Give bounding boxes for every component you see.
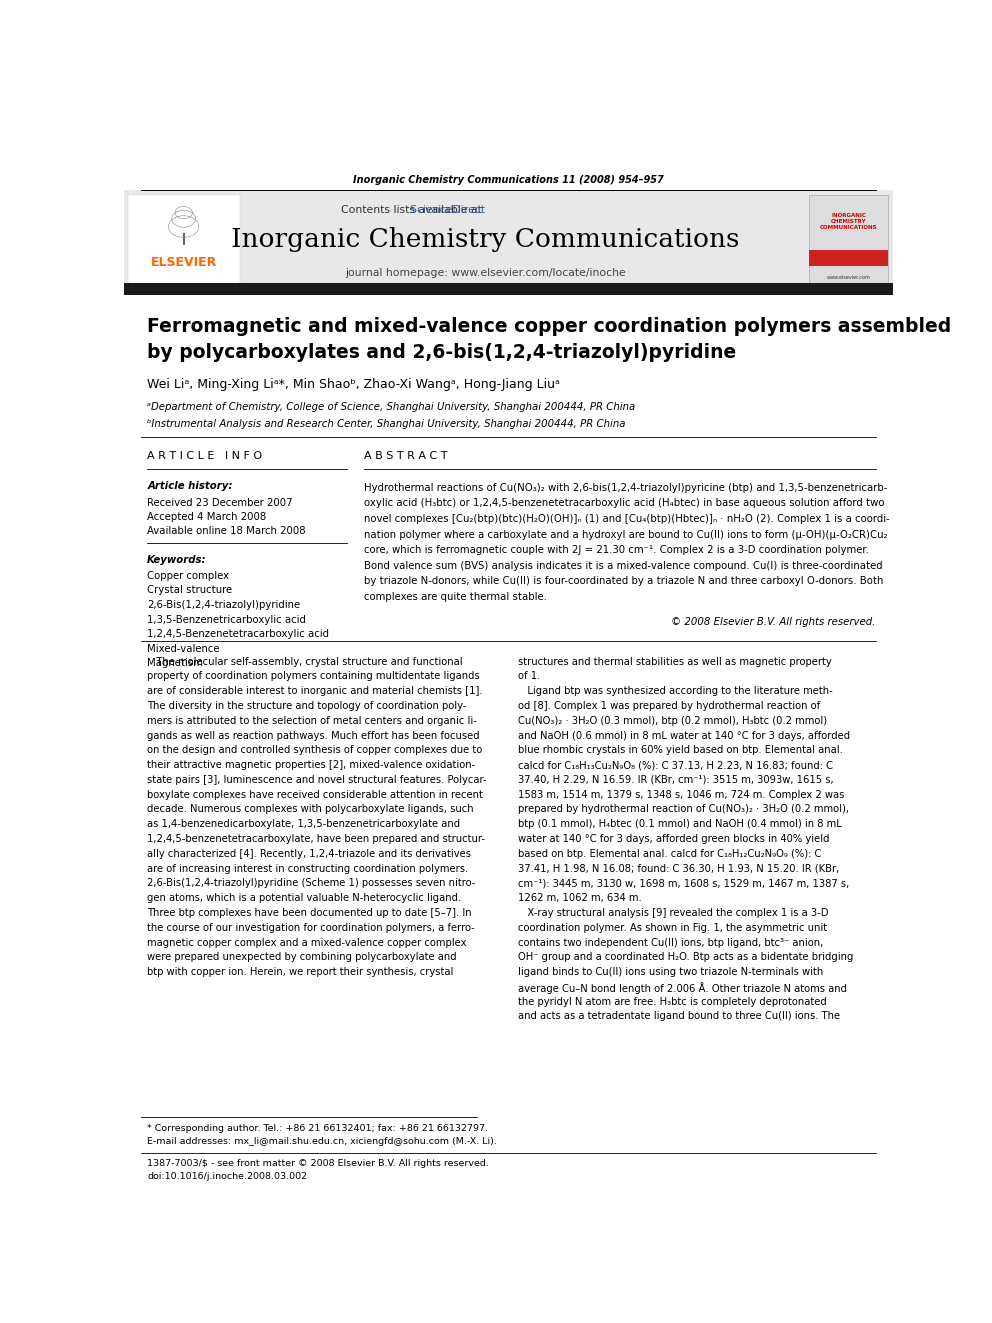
Text: complexes are quite thermal stable.: complexes are quite thermal stable. xyxy=(364,591,548,602)
Text: The diversity in the structure and topology of coordination poly-: The diversity in the structure and topol… xyxy=(147,701,467,710)
Text: coordination polymer. As shown in Fig. 1, the asymmetric unit: coordination polymer. As shown in Fig. 1… xyxy=(518,922,826,933)
Text: and acts as a tetradentate ligand bound to three Cu(II) ions. The: and acts as a tetradentate ligand bound … xyxy=(518,1012,840,1021)
Text: A B S T R A C T: A B S T R A C T xyxy=(364,451,447,460)
Text: Three btp complexes have been documented up to date [5–7]. In: Three btp complexes have been documented… xyxy=(147,908,472,918)
Text: mers is attributed to the selection of metal centers and organic li-: mers is attributed to the selection of m… xyxy=(147,716,477,726)
Text: nation polymer where a carboxylate and a hydroxyl are bound to Cu(II) ions to fo: nation polymer where a carboxylate and a… xyxy=(364,529,888,540)
Text: by triazole N-donors, while Cu(II) is four-coordinated by a triazole N and three: by triazole N-donors, while Cu(II) is fo… xyxy=(364,577,884,586)
FancyBboxPatch shape xyxy=(124,283,893,295)
Text: by polycarboxylates and 2,6-bis(1,2,4-triazolyl)pyridine: by polycarboxylates and 2,6-bis(1,2,4-tr… xyxy=(147,343,736,361)
Text: magnetic copper complex and a mixed-valence copper complex: magnetic copper complex and a mixed-vale… xyxy=(147,938,467,947)
Text: 1,2,4,5-Benzenetetracarboxylic acid: 1,2,4,5-Benzenetetracarboxylic acid xyxy=(147,630,329,639)
Text: ᵇInstrumental Analysis and Research Center, Shanghai University, Shanghai 200444: ᵇInstrumental Analysis and Research Cent… xyxy=(147,418,626,429)
Text: 1,2,4,5-benzenetetracarboxylate, have been prepared and structur-: 1,2,4,5-benzenetetracarboxylate, have be… xyxy=(147,833,485,844)
Text: Magnetism: Magnetism xyxy=(147,659,203,668)
Text: and NaOH (0.6 mmol) in 8 mL water at 140 °C for 3 days, afforded: and NaOH (0.6 mmol) in 8 mL water at 140… xyxy=(518,730,850,741)
Text: A R T I C L E   I N F O: A R T I C L E I N F O xyxy=(147,451,262,460)
Text: X-ray structural analysis [9] revealed the complex 1 is a 3-D: X-ray structural analysis [9] revealed t… xyxy=(518,908,828,918)
Text: Inorganic Chemistry Communications 11 (2008) 954–957: Inorganic Chemistry Communications 11 (2… xyxy=(353,175,664,184)
Text: cm⁻¹): 3445 m, 3130 w, 1698 m, 1608 s, 1529 m, 1467 m, 1387 s,: cm⁻¹): 3445 m, 3130 w, 1698 m, 1608 s, 1… xyxy=(518,878,849,889)
Text: The molecular self-assembly, crystal structure and functional: The molecular self-assembly, crystal str… xyxy=(147,656,463,667)
Text: Copper complex: Copper complex xyxy=(147,570,229,581)
Text: novel complexes [Cu₂(btp)(btc)(H₂O)(OH)]ₙ (1) and [Cu₄(btp)(Hbtec)]ₙ · nH₂O (2).: novel complexes [Cu₂(btp)(btc)(H₂O)(OH)]… xyxy=(364,515,890,524)
Text: ScienceDirect: ScienceDirect xyxy=(306,205,485,214)
Text: doi:10.1016/j.inoche.2008.03.002: doi:10.1016/j.inoche.2008.03.002 xyxy=(147,1172,308,1181)
Text: property of coordination polymers containing multidentate ligands: property of coordination polymers contai… xyxy=(147,672,480,681)
Text: btp (0.1 mmol), H₄btec (0.1 mmol) and NaOH (0.4 mmol) in 8 mL: btp (0.1 mmol), H₄btec (0.1 mmol) and Na… xyxy=(518,819,841,830)
Text: btp with copper ion. Herein, we report their synthesis, crystal: btp with copper ion. Herein, we report t… xyxy=(147,967,453,978)
Text: Hydrothermal reactions of Cu(NO₃)₂ with 2,6-bis(1,2,4-triazolyl)pyricine (btp) a: Hydrothermal reactions of Cu(NO₃)₂ with … xyxy=(364,483,888,493)
Text: Keywords:: Keywords: xyxy=(147,556,206,565)
Text: blue rhombic crystals in 60% yield based on btp. Elemental anal.: blue rhombic crystals in 60% yield based… xyxy=(518,745,842,755)
Text: 2,6-Bis(1,2,4-triazolyl)pyridine: 2,6-Bis(1,2,4-triazolyl)pyridine xyxy=(147,599,301,610)
FancyBboxPatch shape xyxy=(809,250,888,266)
Text: the pyridyl N atom are free. H₃btc is completely deprotonated: the pyridyl N atom are free. H₃btc is co… xyxy=(518,996,826,1007)
Text: Ferromagnetic and mixed-valence copper coordination polymers assembled: Ferromagnetic and mixed-valence copper c… xyxy=(147,318,951,336)
Text: on the design and controlled synthesis of copper complexes due to: on the design and controlled synthesis o… xyxy=(147,745,482,755)
Text: are of increasing interest in constructing coordination polymers.: are of increasing interest in constructi… xyxy=(147,864,468,873)
Text: Wei Liᵃ, Ming-Xing Liᵃ*, Min Shaoᵇ, Zhao-Xi Wangᵃ, Hong-Jiang Liuᵃ: Wei Liᵃ, Ming-Xing Liᵃ*, Min Shaoᵇ, Zhao… xyxy=(147,378,560,390)
Text: gen atoms, which is a potential valuable N-heterocyclic ligand.: gen atoms, which is a potential valuable… xyxy=(147,893,461,904)
Text: © 2008 Elsevier B.V. All rights reserved.: © 2008 Elsevier B.V. All rights reserved… xyxy=(672,617,876,627)
Text: Cu(NO₃)₂ · 3H₂O (0.3 mmol), btp (0.2 mmol), H₃btc (0.2 mmol): Cu(NO₃)₂ · 3H₂O (0.3 mmol), btp (0.2 mmo… xyxy=(518,716,826,726)
FancyBboxPatch shape xyxy=(809,194,888,288)
Text: average Cu–N bond length of 2.006 Å. Other triazole N atoms and: average Cu–N bond length of 2.006 Å. Oth… xyxy=(518,982,847,994)
Text: gands as well as reaction pathways. Much effort has been focused: gands as well as reaction pathways. Much… xyxy=(147,730,480,741)
Text: Article history:: Article history: xyxy=(147,482,233,491)
Text: Inorganic Chemistry Communications: Inorganic Chemistry Communications xyxy=(231,228,739,253)
Text: 1387-7003/$ - see front matter © 2008 Elsevier B.V. All rights reserved.: 1387-7003/$ - see front matter © 2008 El… xyxy=(147,1159,489,1168)
Text: 1583 m, 1514 m, 1379 s, 1348 s, 1046 m, 724 m. Complex 2 was: 1583 m, 1514 m, 1379 s, 1348 s, 1046 m, … xyxy=(518,790,844,799)
Text: journal homepage: www.elsevier.com/locate/inoche: journal homepage: www.elsevier.com/locat… xyxy=(345,267,626,278)
Text: the course of our investigation for coordination polymers, a ferro-: the course of our investigation for coor… xyxy=(147,922,475,933)
Text: INORGANIC
CHEMISTRY
COMMUNICATIONS: INORGANIC CHEMISTRY COMMUNICATIONS xyxy=(819,213,878,230)
Text: ligand binds to Cu(II) ions using two triazole N-terminals with: ligand binds to Cu(II) ions using two tr… xyxy=(518,967,823,978)
FancyBboxPatch shape xyxy=(128,194,240,288)
Text: as 1,4-benzenedicarboxylate, 1,3,5-benzenetricarboxylate and: as 1,4-benzenedicarboxylate, 1,3,5-benze… xyxy=(147,819,460,830)
Text: structures and thermal stabilities as well as magnetic property: structures and thermal stabilities as we… xyxy=(518,656,831,667)
Text: core, which is ferromagnetic couple with 2J = 21.30 cm⁻¹. Complex 2 is a 3-D coo: core, which is ferromagnetic couple with… xyxy=(364,545,869,556)
Text: od [8]. Complex 1 was prepared by hydrothermal reaction of: od [8]. Complex 1 was prepared by hydrot… xyxy=(518,701,820,710)
Text: Crystal structure: Crystal structure xyxy=(147,585,232,595)
Text: of 1.: of 1. xyxy=(518,672,540,681)
Text: Contents lists available at: Contents lists available at xyxy=(341,205,485,214)
Text: water at 140 °C for 3 days, afforded green blocks in 40% yield: water at 140 °C for 3 days, afforded gre… xyxy=(518,833,829,844)
Text: 37.41, H 1.98, N 16.08; found: C 36.30, H 1.93, N 15.20. IR (KBr,: 37.41, H 1.98, N 16.08; found: C 36.30, … xyxy=(518,864,839,873)
Text: calcd for C₁₈H₁₃Cu₂N₉O₈ (%): C 37.13, H 2.23, N 16.83; found: C: calcd for C₁₈H₁₃Cu₂N₉O₈ (%): C 37.13, H … xyxy=(518,761,832,770)
Text: oxylic acid (H₃btc) or 1,2,4,5-benzenetetracarboxylic acid (H₄btec) in base aque: oxylic acid (H₃btc) or 1,2,4,5-benzenete… xyxy=(364,499,885,508)
Text: 1262 m, 1062 m, 634 m.: 1262 m, 1062 m, 634 m. xyxy=(518,893,642,904)
Text: Mixed-valence: Mixed-valence xyxy=(147,644,220,654)
Text: boxylate complexes have received considerable attention in recent: boxylate complexes have received conside… xyxy=(147,790,483,799)
Text: Bond valence sum (BVS) analysis indicates it is a mixed-valence compound. Cu(I) : Bond valence sum (BVS) analysis indicate… xyxy=(364,561,883,570)
Text: ELSEVIER: ELSEVIER xyxy=(151,257,217,269)
Text: www.elsevier.com: www.elsevier.com xyxy=(826,275,871,280)
Text: E-mail addresses: mx_li@mail.shu.edu.cn, xiciengfd@sohu.com (M.-X. Li).: E-mail addresses: mx_li@mail.shu.edu.cn,… xyxy=(147,1138,497,1147)
Text: OH⁻ group and a coordinated H₂O. Btp acts as a bidentate bridging: OH⁻ group and a coordinated H₂O. Btp act… xyxy=(518,953,853,962)
Text: based on btp. Elemental anal. calcd for C₁₈H₁₂Cu₂N₉O₉ (%): C: based on btp. Elemental anal. calcd for … xyxy=(518,849,821,859)
FancyBboxPatch shape xyxy=(124,191,893,294)
Text: 1,3,5-Benzenetricarboxylic acid: 1,3,5-Benzenetricarboxylic acid xyxy=(147,615,307,624)
Text: contains two independent Cu(II) ions, btp ligand, btc³⁻ anion,: contains two independent Cu(II) ions, bt… xyxy=(518,938,823,947)
Text: 2,6-Bis(1,2,4-triazolyl)pyridine (Scheme 1) possesses seven nitro-: 2,6-Bis(1,2,4-triazolyl)pyridine (Scheme… xyxy=(147,878,475,889)
Text: * Corresponding author. Tel.: +86 21 66132401; fax: +86 21 66132797.: * Corresponding author. Tel.: +86 21 661… xyxy=(147,1123,488,1132)
Text: their attractive magnetic properties [2], mixed-valence oxidation-: their attractive magnetic properties [2]… xyxy=(147,761,475,770)
Text: prepared by hydrothermal reaction of Cu(NO₃)₂ · 3H₂O (0.2 mmol),: prepared by hydrothermal reaction of Cu(… xyxy=(518,804,849,815)
Text: were prepared unexpected by combining polycarboxylate and: were prepared unexpected by combining po… xyxy=(147,953,457,962)
Text: are of considerable interest to inorganic and material chemists [1].: are of considerable interest to inorgani… xyxy=(147,687,483,696)
Text: state pairs [3], luminescence and novel structural features. Polycar-: state pairs [3], luminescence and novel … xyxy=(147,775,487,785)
Text: ᵃDepartment of Chemistry, College of Science, Shanghai University, Shanghai 2004: ᵃDepartment of Chemistry, College of Sci… xyxy=(147,402,636,413)
Text: Available online 18 March 2008: Available online 18 March 2008 xyxy=(147,527,306,536)
Text: Received 23 December 2007: Received 23 December 2007 xyxy=(147,499,293,508)
Text: Accepted 4 March 2008: Accepted 4 March 2008 xyxy=(147,512,267,523)
Text: 37.40, H 2.29, N 16.59. IR (KBr, cm⁻¹): 3515 m, 3093w, 1615 s,: 37.40, H 2.29, N 16.59. IR (KBr, cm⁻¹): … xyxy=(518,775,833,785)
Text: ally characterized [4]. Recently, 1,2,4-triazole and its derivatives: ally characterized [4]. Recently, 1,2,4-… xyxy=(147,849,471,859)
Text: Ligand btp was synthesized according to the literature meth-: Ligand btp was synthesized according to … xyxy=(518,687,832,696)
Text: decade. Numerous complexes with polycarboxylate ligands, such: decade. Numerous complexes with polycarb… xyxy=(147,804,474,815)
